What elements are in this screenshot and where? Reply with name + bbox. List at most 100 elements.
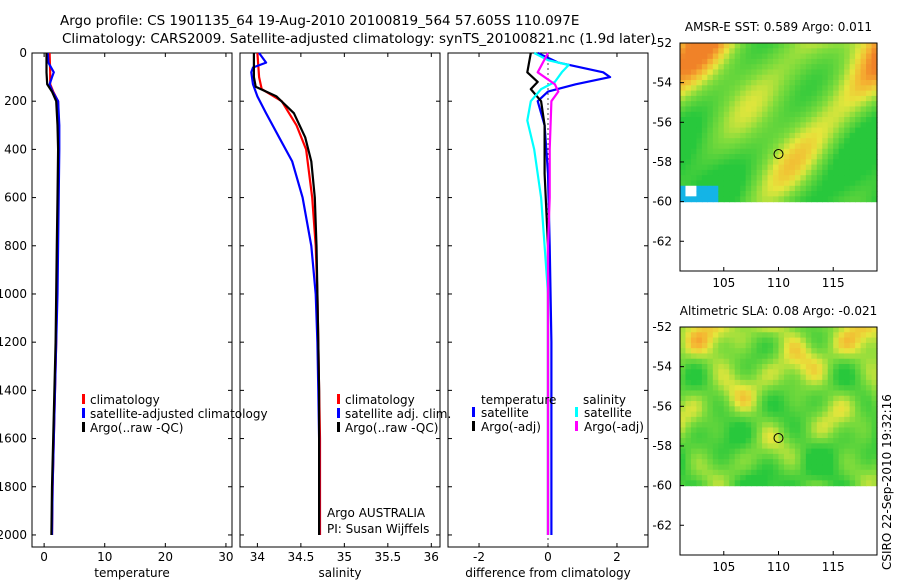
heat-cell [805, 185, 812, 192]
heat-cell [767, 48, 774, 55]
heat-cell [811, 90, 818, 97]
heat-cell [690, 453, 698, 460]
heat-cell [701, 80, 708, 86]
heat-cell [871, 469, 878, 476]
heat-cell [773, 348, 780, 355]
heat-cell [833, 401, 840, 407]
heat-cell [844, 90, 851, 97]
heat-cell [844, 459, 851, 466]
heat-cell [734, 348, 741, 355]
heat-cell [816, 69, 823, 76]
heat-cell [729, 164, 736, 171]
heat-cell [685, 132, 692, 139]
heat-cell [696, 374, 703, 381]
heat-cell [789, 448, 796, 455]
heat-cell [805, 132, 812, 139]
heat-cell [690, 117, 698, 123]
heat-cell [833, 327, 840, 333]
heat-cell [789, 406, 796, 413]
y-tick-label: -56 [652, 115, 672, 129]
heat-cell [833, 438, 840, 444]
heat-cell [783, 401, 791, 407]
heat-cell [734, 332, 741, 339]
heat-cell [871, 122, 878, 129]
heat-cell [729, 390, 736, 397]
heat-cell [701, 348, 708, 355]
heat-cell [729, 379, 736, 386]
heat-cell [805, 64, 812, 71]
heat-cell [794, 85, 801, 92]
heat-cell [822, 58, 829, 65]
heat-cell [855, 164, 862, 171]
heat-cell [816, 369, 823, 376]
heat-cell [745, 48, 752, 55]
heat-cell [805, 106, 812, 113]
x-tick-label: 30 [218, 550, 233, 564]
series-line [252, 53, 321, 535]
x-tick-label: 20 [158, 550, 173, 564]
heat-cell [816, 95, 823, 102]
heat-cell [778, 64, 785, 71]
heat-cell [811, 379, 818, 386]
heat-cell [833, 422, 840, 429]
heat-cell [794, 53, 801, 60]
heat-cell [844, 64, 851, 71]
heat-cell [778, 48, 785, 55]
heat-cell [794, 469, 801, 476]
heat-cell [789, 143, 796, 150]
heat-cell [855, 358, 862, 365]
heat-cell [778, 95, 785, 102]
heat-cell [816, 448, 823, 455]
heat-cell [833, 353, 840, 360]
heat-cell [811, 164, 818, 171]
heat-cell [734, 432, 741, 439]
heat-cell [833, 369, 840, 376]
heat-cell [778, 180, 785, 187]
heat-cell [696, 122, 703, 129]
heat-cell [827, 127, 834, 134]
heat-cell [789, 175, 796, 182]
heat-cell [816, 53, 823, 60]
x-axis-label: salinity [318, 566, 361, 580]
heat-cell [855, 379, 862, 386]
heat-cell [690, 196, 698, 203]
heat-cell [701, 148, 708, 155]
heat-cell [866, 80, 873, 86]
heat-cell [833, 58, 840, 65]
heat-cell [723, 369, 730, 376]
heat-cell [680, 122, 687, 129]
heat-cell [833, 196, 840, 203]
heat-cell [783, 164, 791, 171]
heat-cell [718, 348, 725, 355]
heat-cell [860, 353, 867, 360]
heat-cell [833, 111, 840, 118]
heat-cell [816, 90, 823, 97]
heat-cell [723, 438, 730, 444]
heat-cell [762, 64, 769, 71]
heat-cell [855, 159, 862, 166]
heat-cell [701, 90, 708, 97]
heat-cell [794, 459, 801, 466]
heat-cell [805, 169, 812, 176]
heat-cell [696, 180, 703, 187]
heat-cell [707, 406, 714, 413]
heat-cell [690, 406, 698, 413]
heat-cell [871, 58, 878, 65]
heat-cell [855, 469, 862, 476]
heat-cell [849, 43, 856, 49]
heat-cell [690, 159, 698, 166]
heat-cell [690, 111, 698, 118]
heat-cell [756, 358, 763, 365]
heat-cell [811, 148, 818, 155]
legend-swatch [575, 421, 578, 431]
heat-cell [827, 337, 834, 344]
heat-cell [729, 369, 736, 376]
heat-cell [849, 464, 856, 471]
heat-cell [800, 369, 807, 376]
heat-cell [838, 390, 845, 397]
heat-cell [745, 95, 752, 102]
heat-cell [712, 164, 719, 171]
heat-cell [838, 401, 845, 407]
heat-cell [860, 374, 867, 381]
plot-frame [31, 52, 233, 548]
